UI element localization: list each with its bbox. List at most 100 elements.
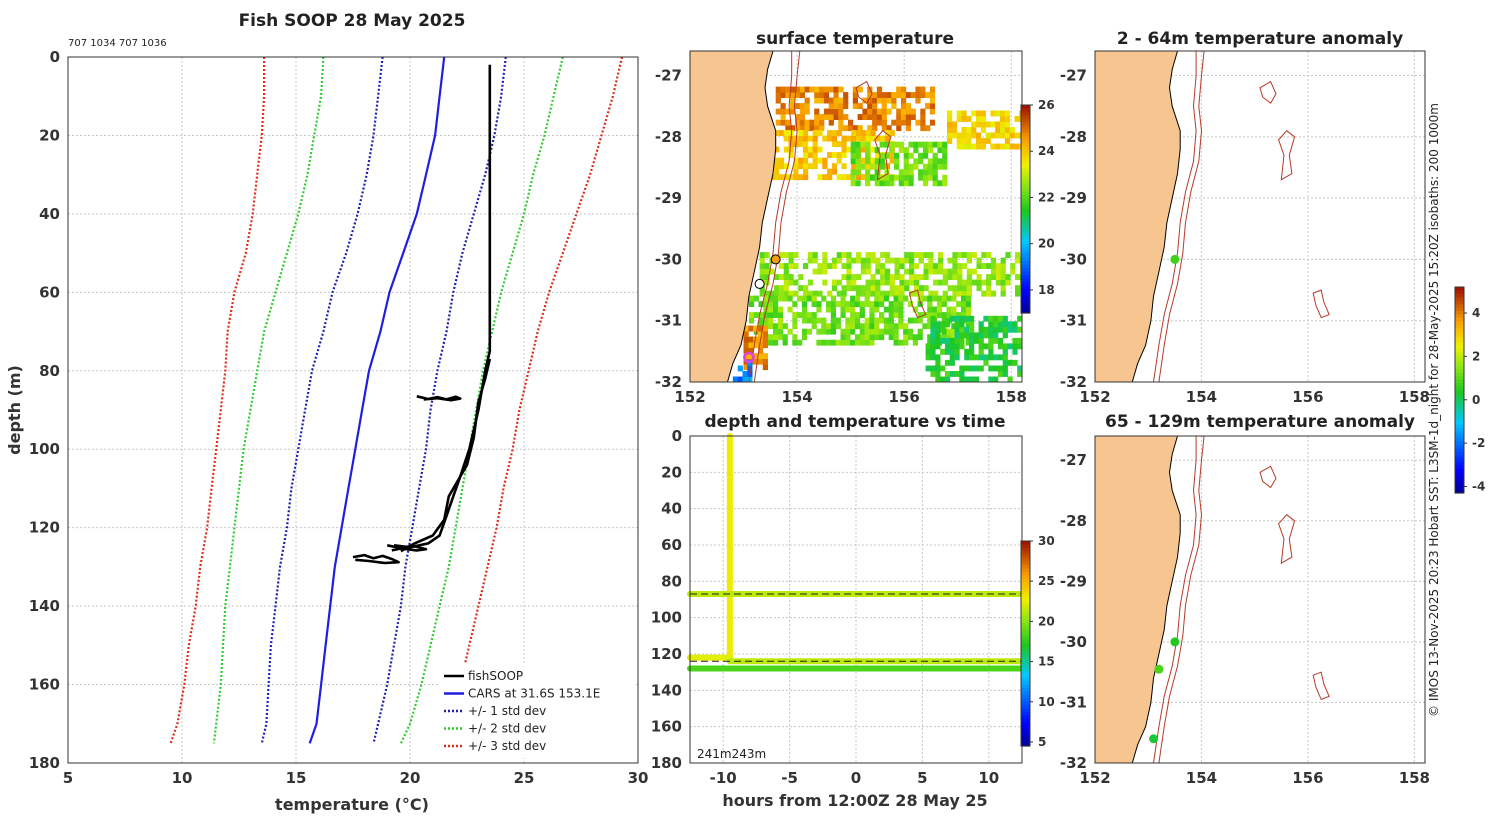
sst-cbar-outline (1020, 104, 1031, 314)
sst-cell (936, 295, 943, 302)
sst-cell (898, 169, 904, 176)
al-xtick-label: 158 (1399, 769, 1430, 787)
sst-cell (880, 252, 886, 258)
sst-cell (995, 110, 1001, 117)
sst-cell (799, 114, 805, 120)
ts-ytick-label: 160 (651, 718, 682, 736)
au-xtick-label: 158 (1399, 388, 1430, 406)
sst-cell (884, 268, 891, 275)
anom-cbar-swatch (1455, 328, 1464, 333)
sst-cell (917, 328, 923, 335)
sst-cell (848, 125, 854, 132)
profile-series-line (352, 553, 400, 565)
sst-cell (1017, 337, 1022, 344)
sst-cell (980, 116, 986, 122)
sst-cell (830, 339, 836, 346)
sst-cell (894, 285, 900, 292)
sst-cell (904, 285, 910, 292)
sst-cell (940, 376, 946, 382)
sst-map: surface temperature 152 154 156 158 -27 -28 -… (655, 29, 1055, 406)
sst-cell (768, 317, 774, 324)
sst-cell (814, 108, 820, 115)
sst-cell (957, 279, 963, 286)
profile-xtick-label: 5 (63, 769, 73, 787)
sst-cell (988, 343, 994, 350)
sst-isobath (748, 51, 793, 382)
sst-cell (817, 157, 823, 164)
sst-cell (831, 152, 838, 158)
sst-cell (764, 274, 770, 280)
sst-cell (927, 158, 933, 165)
sst-cell (803, 157, 809, 164)
sst-cell (956, 132, 962, 139)
sst-cell (954, 315, 960, 322)
sst-cell (827, 168, 833, 175)
sst-cell (841, 163, 847, 170)
sst-cell (901, 86, 907, 93)
sst-cell (983, 326, 989, 333)
sst-cell (821, 328, 827, 335)
sst-cell (798, 163, 804, 170)
ts-ytick-label: 40 (661, 500, 682, 518)
sst-cell (935, 371, 941, 377)
ts-cbar-tick-label: 5 (1038, 735, 1046, 749)
sst-cell (795, 86, 801, 93)
sst-cell (894, 290, 900, 297)
sst-cell (949, 348, 955, 355)
sst-cell (850, 147, 856, 154)
sst-cell (927, 174, 933, 181)
sst-cell (762, 353, 768, 360)
sst-cell (798, 141, 804, 147)
sst-cell (822, 263, 828, 269)
sst-cbar-tick-label: 26 (1038, 98, 1055, 112)
sst-cell (937, 141, 943, 148)
sst-cell (946, 306, 952, 313)
sst-cell (827, 130, 833, 136)
sst-cell (788, 263, 794, 269)
sst-cell (898, 141, 904, 148)
sst-cell (927, 339, 933, 346)
sst-cell (937, 252, 944, 258)
sst-cell (869, 174, 876, 181)
sst-cell (851, 279, 857, 286)
sst-cell (822, 279, 828, 286)
sst-cell (845, 334, 851, 341)
au-ytick-label: -31 (1060, 312, 1087, 330)
sst-cell (875, 257, 881, 264)
sst-cell (995, 279, 1001, 286)
sst-cell (1014, 116, 1020, 122)
sst-cell (925, 354, 931, 361)
ts-xtick-label: 5 (917, 769, 927, 787)
sst-cell (951, 334, 957, 341)
sst-cell (946, 312, 952, 318)
sst-cell (954, 337, 960, 344)
sst-cell (975, 110, 982, 117)
anom-cbar-swatch (1455, 383, 1464, 388)
sst-cell (975, 138, 982, 144)
sst-cell (753, 295, 759, 302)
sst-cell (961, 312, 967, 318)
sst-cell (856, 252, 862, 258)
sst-cell (872, 114, 878, 120)
sst-cell (978, 321, 984, 328)
sst-cell (759, 257, 765, 264)
sst-cell (788, 257, 794, 264)
sst-cell (951, 132, 958, 139)
sst-cell (869, 339, 875, 346)
anom-cbar-swatch (1455, 489, 1464, 494)
sst-cell (788, 252, 794, 258)
sst-cell (942, 158, 948, 165)
sst-cell (856, 257, 862, 264)
sst-cell (930, 315, 936, 322)
ts-cbar-swatch (1021, 650, 1030, 655)
sst-cell (1007, 343, 1013, 350)
sst-cell (826, 323, 832, 330)
sst-cell (1015, 290, 1021, 297)
anom-cbar-swatch (1455, 324, 1464, 329)
sst-cell (927, 312, 933, 318)
sst-cell (773, 328, 779, 335)
sst-cell (845, 339, 851, 346)
sst-cell (932, 169, 938, 176)
sst-cell (865, 268, 871, 275)
sst-cell (954, 321, 960, 328)
